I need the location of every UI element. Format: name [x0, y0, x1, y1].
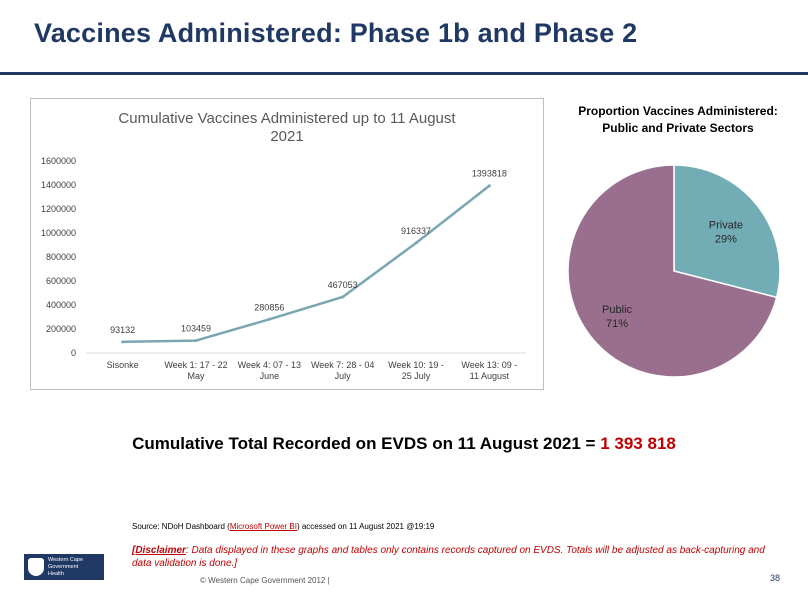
pie-title-line-2: Public and Private Sectors	[602, 121, 754, 135]
disclaimer-label: [Disclaimer	[132, 545, 186, 556]
source-suffix: ) accessed on 11 August 2021 @19:19	[296, 522, 435, 531]
y-tick-label: 600000	[46, 276, 76, 286]
data-label: 93132	[110, 325, 135, 335]
x-tick-label: Week 1: 17 - 22	[164, 360, 227, 370]
logo-line-2: Government	[48, 563, 79, 570]
pie-chart-title: Proportion Vaccines Administered: Public…	[548, 103, 808, 137]
x-tick-label: 25 July	[402, 371, 431, 381]
pie-slice-public	[567, 164, 778, 378]
x-tick-label: Week 7: 28 - 04	[311, 360, 374, 370]
data-point	[267, 317, 271, 321]
logo-line-3: Health	[48, 570, 64, 577]
x-tick-label: July	[335, 371, 352, 381]
x-tick-label: Week 10: 19 -	[388, 360, 444, 370]
line-chart-title-line: Cumulative Vaccines Administered up to 1…	[118, 110, 456, 127]
source-note: Source: NDoH Dashboard (Microsoft Power …	[132, 522, 434, 531]
y-tick-label: 1000000	[41, 228, 76, 238]
sector-proportion-pie-chart: Private 29% Public 71%	[567, 164, 781, 378]
data-label: 916337	[401, 226, 431, 236]
page-number: 38	[770, 573, 781, 583]
data-point	[414, 241, 418, 245]
x-tick-label: Week 13: 09 -	[461, 360, 517, 370]
data-point	[194, 339, 198, 343]
data-label: 280856	[254, 302, 284, 312]
data-label: 1393818	[472, 169, 507, 179]
x-tick-label: Week 4: 07 - 13	[238, 360, 301, 370]
data-point	[121, 340, 125, 344]
coat-of-arms-icon	[28, 558, 44, 576]
pie-label-percent: 71%	[606, 318, 628, 330]
y-tick-label: 1600000	[41, 156, 76, 166]
line-chart-panel: Cumulative Vaccines Administered up to 1…	[30, 98, 544, 390]
pie-slice-private	[673, 164, 781, 299]
cumulative-vaccines-line-chart: Cumulative Vaccines Administered up to 1…	[41, 110, 526, 381]
data-point	[487, 184, 491, 188]
x-tick-label: 11 August	[470, 371, 510, 381]
cumulative-total-value: 1 393 818	[600, 434, 676, 453]
pie-title-line-1: Proportion Vaccines Administered:	[578, 104, 778, 118]
data-point	[341, 295, 345, 299]
cumulative-total-label: Cumulative Total Recorded on EVDS on 11 …	[132, 434, 596, 453]
x-tick-label: May	[187, 371, 205, 381]
pie-label-percent: 29%	[715, 234, 737, 246]
y-tick-label: 0	[71, 348, 76, 358]
cumulative-total-statement: Cumulative Total Recorded on EVDS on 11 …	[0, 434, 808, 454]
y-tick-label: 800000	[46, 252, 76, 262]
slide-title: Vaccines Administered: Phase 1b and Phas…	[34, 18, 638, 48]
pie-label-name: Public	[602, 304, 632, 316]
logo-line-1: Western Cape	[48, 556, 84, 563]
disclaimer-note: [Disclaimer: Data displayed in these gra…	[132, 544, 782, 570]
disclaimer-text: : Data displayed in these graphs and tab…	[132, 545, 765, 569]
y-tick-label: 1200000	[41, 204, 76, 214]
logo-text: Western Cape Government Health	[48, 557, 83, 578]
line-chart-title-line: 2021	[270, 128, 303, 145]
western-cape-government-logo: Western Cape Government Health	[24, 554, 104, 580]
data-label: 467053	[328, 280, 358, 290]
y-tick-label: 400000	[46, 300, 76, 310]
series-line	[122, 184, 491, 344]
y-tick-label: 1400000	[41, 180, 76, 190]
x-tick-label: June	[260, 371, 280, 381]
y-tick-label: 200000	[46, 324, 76, 334]
source-prefix: Source: NDoH Dashboard (	[132, 522, 230, 531]
pie-chart-panel: Private 29% Public 71%	[565, 163, 783, 379]
copyright-notice: © Western Cape Government 2012 |	[200, 576, 330, 585]
x-tick-label: Sisonke	[107, 360, 139, 370]
power-bi-link[interactable]: Microsoft Power BI	[229, 522, 297, 531]
title-divider	[0, 72, 808, 75]
data-label: 103459	[181, 324, 211, 334]
pie-label-name: Private	[709, 220, 743, 232]
